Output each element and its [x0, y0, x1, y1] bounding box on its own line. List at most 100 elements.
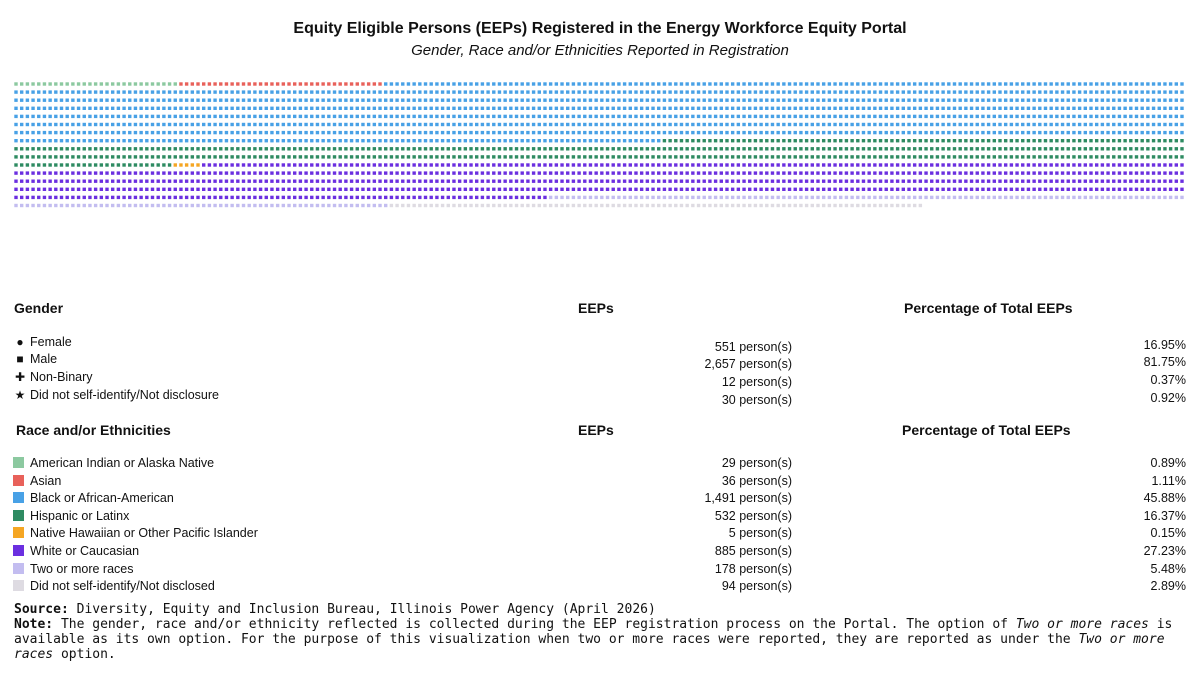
waffle-cell-5	[270, 171, 274, 175]
waffle-cell-5	[804, 179, 809, 183]
waffle-cell-2	[662, 106, 667, 110]
waffle-cell-2	[275, 114, 280, 119]
waffle-cell-5	[702, 171, 706, 175]
waffle-cell-2	[207, 98, 212, 102]
waffle-cell-5	[713, 163, 718, 167]
waffle-cell-2	[54, 106, 58, 110]
waffle-cell-3	[1021, 139, 1025, 143]
waffle-cell-2	[719, 114, 723, 119]
waffle-cell-5	[184, 195, 189, 200]
waffle-cell-6	[611, 195, 615, 200]
waffle-cell-5	[1100, 179, 1105, 183]
waffle-cell-2	[941, 82, 945, 86]
waffle-cell-2	[213, 90, 217, 94]
waffle-cell-3	[384, 147, 388, 151]
waffle-cell-3	[645, 147, 650, 151]
waffle-cell-2	[1157, 106, 1161, 110]
waffle-cell-2	[1112, 122, 1116, 127]
waffle-cell-3	[315, 147, 320, 151]
waffle-cell-2	[1174, 90, 1179, 94]
waffle-cell-5	[657, 179, 661, 183]
waffle-cell-2	[742, 106, 746, 110]
waffle-cell-1	[281, 82, 286, 86]
waffle-cell-5	[469, 195, 473, 200]
waffle-cell-5	[167, 171, 172, 175]
waffle-cell-5	[867, 163, 871, 167]
waffle-cell-5	[54, 195, 58, 200]
waffle-cell-2	[668, 122, 672, 127]
waffle-cell-2	[173, 130, 177, 135]
waffle-cell-6	[759, 195, 763, 200]
waffle-cell-2	[128, 122, 132, 127]
waffle-cell-3	[708, 139, 712, 143]
waffle-cell-2	[730, 98, 735, 102]
waffle-cell-6	[42, 203, 47, 208]
waffle-cell-3	[133, 155, 138, 159]
waffle-cell-2	[560, 106, 564, 110]
gender-pct-value: 16.95%	[1143, 338, 1186, 352]
waffle-cell-2	[1123, 82, 1127, 86]
waffle-cell-2	[759, 114, 763, 119]
waffle-cell-6	[867, 195, 871, 200]
waffle-cell-3	[634, 155, 638, 159]
waffle-cell-3	[110, 163, 115, 167]
waffle-cell-3	[366, 155, 371, 159]
waffle-cell-6	[298, 203, 303, 208]
waffle-cell-5	[162, 171, 166, 175]
waffle-cell-5	[1060, 187, 1065, 191]
waffle-cell-5	[1094, 163, 1099, 167]
waffle-cell-2	[526, 90, 530, 94]
waffle-cell-2	[457, 98, 462, 102]
waffle-cell-5	[1066, 171, 1070, 175]
waffle-cell-2	[59, 130, 64, 135]
waffle-cell-7	[793, 203, 797, 208]
waffle-cell-2	[99, 114, 104, 119]
waffle-cell-3	[116, 163, 121, 167]
waffle-cell-7	[509, 203, 513, 208]
waffle-cell-5	[412, 171, 416, 175]
waffle-cell-2	[639, 139, 644, 143]
waffle-cell-7	[622, 203, 627, 208]
waffle-cell-2	[196, 130, 200, 135]
waffle-cell-2	[583, 122, 587, 127]
waffle-cell-2	[674, 106, 678, 110]
waffle-cell-2	[969, 90, 974, 94]
note-emphasis-2: Two or more races	[14, 632, 1173, 662]
waffle-cell-2	[1003, 130, 1008, 135]
waffle-cell-2	[236, 90, 240, 94]
waffle-cell-5	[696, 187, 701, 191]
waffle-cell-2	[196, 106, 200, 110]
waffle-cell-3	[969, 155, 974, 159]
waffle-cell-5	[850, 163, 854, 167]
waffle-cell-2	[611, 106, 615, 110]
waffle-cell-2	[759, 98, 763, 102]
waffle-cell-5	[941, 187, 945, 191]
waffle-cell-2	[71, 130, 75, 135]
waffle-cell-2	[560, 122, 564, 127]
waffle-cell-5	[93, 179, 98, 183]
waffle-cell-2	[605, 139, 610, 143]
waffle-cell-5	[930, 179, 934, 183]
waffle-cell-7	[639, 203, 644, 208]
waffle-cell-3	[566, 155, 570, 159]
waffle-cell-2	[1009, 106, 1014, 110]
waffle-cell-2	[713, 114, 718, 119]
waffle-cell-2	[873, 82, 877, 86]
waffle-cell-2	[321, 139, 325, 143]
waffle-cell-5	[321, 163, 325, 167]
waffle-cell-2	[651, 90, 655, 94]
waffle-cell-3	[685, 155, 689, 159]
waffle-cell-2	[48, 130, 52, 135]
waffle-cell-5	[634, 171, 638, 175]
waffle-cell-3	[810, 155, 814, 159]
waffle-cell-5	[384, 179, 388, 183]
waffle-cell-5	[361, 171, 365, 175]
waffle-cell-5	[622, 171, 627, 175]
waffle-cell-5	[1015, 171, 1019, 175]
waffle-cell-6	[713, 195, 718, 200]
waffle-cell-2	[509, 90, 513, 94]
waffle-cell-7	[759, 203, 763, 208]
waffle-cell-2	[241, 90, 246, 94]
waffle-cell-2	[503, 114, 507, 119]
waffle-cell-2	[429, 90, 433, 94]
